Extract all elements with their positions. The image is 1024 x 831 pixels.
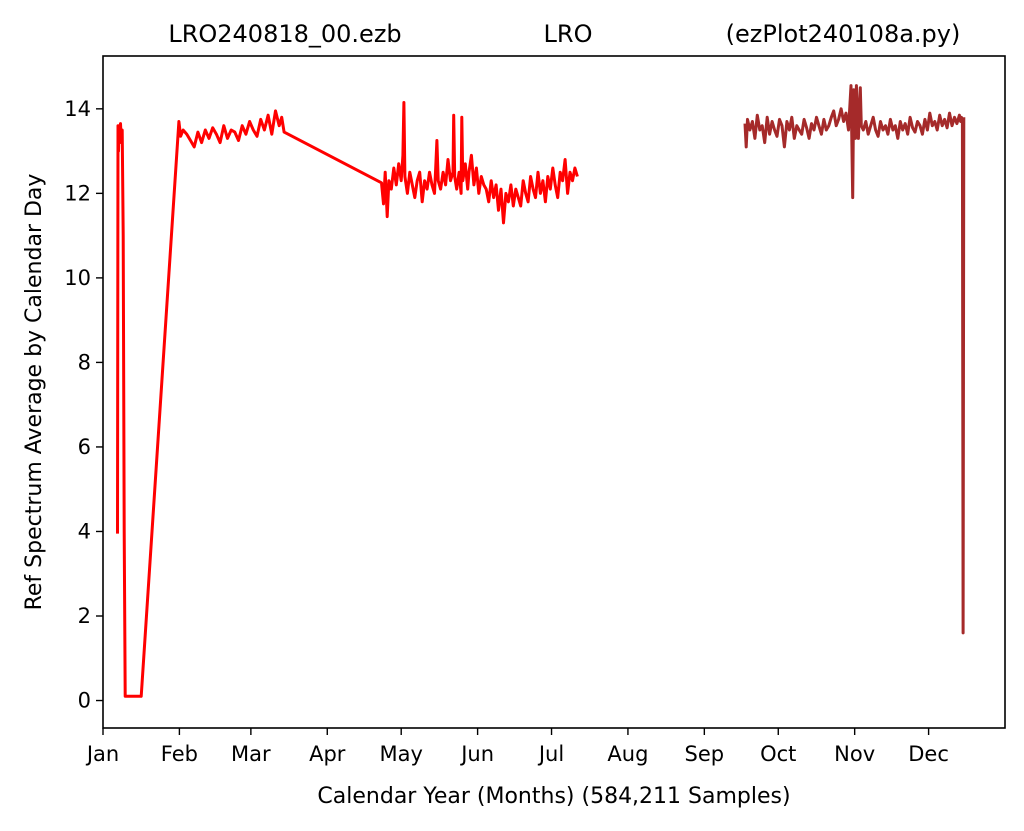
chart-title-right: (ezPlot240108a.py) bbox=[726, 20, 961, 48]
y-tick-label: 14 bbox=[64, 97, 91, 121]
x-tick-label: Sep bbox=[685, 742, 725, 766]
series-line-2 bbox=[743, 84, 966, 635]
y-tick-label: 10 bbox=[64, 266, 91, 290]
x-tick-label: Jun bbox=[459, 742, 494, 766]
y-axis: 0 2 4 6 8 10 12 14 bbox=[64, 97, 103, 713]
y-tick-label: 2 bbox=[78, 604, 91, 628]
x-axis: Jan Feb Mar Apr May Jun Jul Aug Sep Oct Nov Dec bbox=[85, 728, 949, 766]
x-tick-label: Nov bbox=[834, 742, 875, 766]
x-tick-label: Mar bbox=[231, 742, 271, 766]
y-tick-label: 12 bbox=[64, 181, 91, 205]
x-tick-label: Aug bbox=[607, 742, 648, 766]
x-tick-label: Jan bbox=[85, 742, 119, 766]
plot-area bbox=[116, 84, 966, 698]
y-tick-label: 0 bbox=[78, 689, 91, 713]
y-axis-label: Ref Spectrum Average by Calendar Day bbox=[22, 174, 47, 611]
x-tick-label: Dec bbox=[908, 742, 949, 766]
plot-frame bbox=[102, 55, 1006, 729]
x-axis-label: Calendar Year (Months) (584,211 Samples) bbox=[317, 784, 790, 809]
y-tick-label: 4 bbox=[78, 519, 91, 543]
series-line-1 bbox=[116, 101, 579, 698]
x-tick-label: Apr bbox=[309, 742, 346, 766]
chart-title-left: LRO240818_00.ezb bbox=[168, 20, 401, 48]
y-tick-label: 8 bbox=[78, 350, 91, 374]
chart-title-center: LRO bbox=[544, 20, 593, 48]
x-tick-label: Oct bbox=[760, 742, 796, 766]
x-tick-label: May bbox=[379, 742, 422, 766]
y-tick-label: 6 bbox=[78, 435, 91, 459]
x-tick-label: Jul bbox=[537, 742, 564, 766]
x-tick-label: Feb bbox=[161, 742, 198, 766]
